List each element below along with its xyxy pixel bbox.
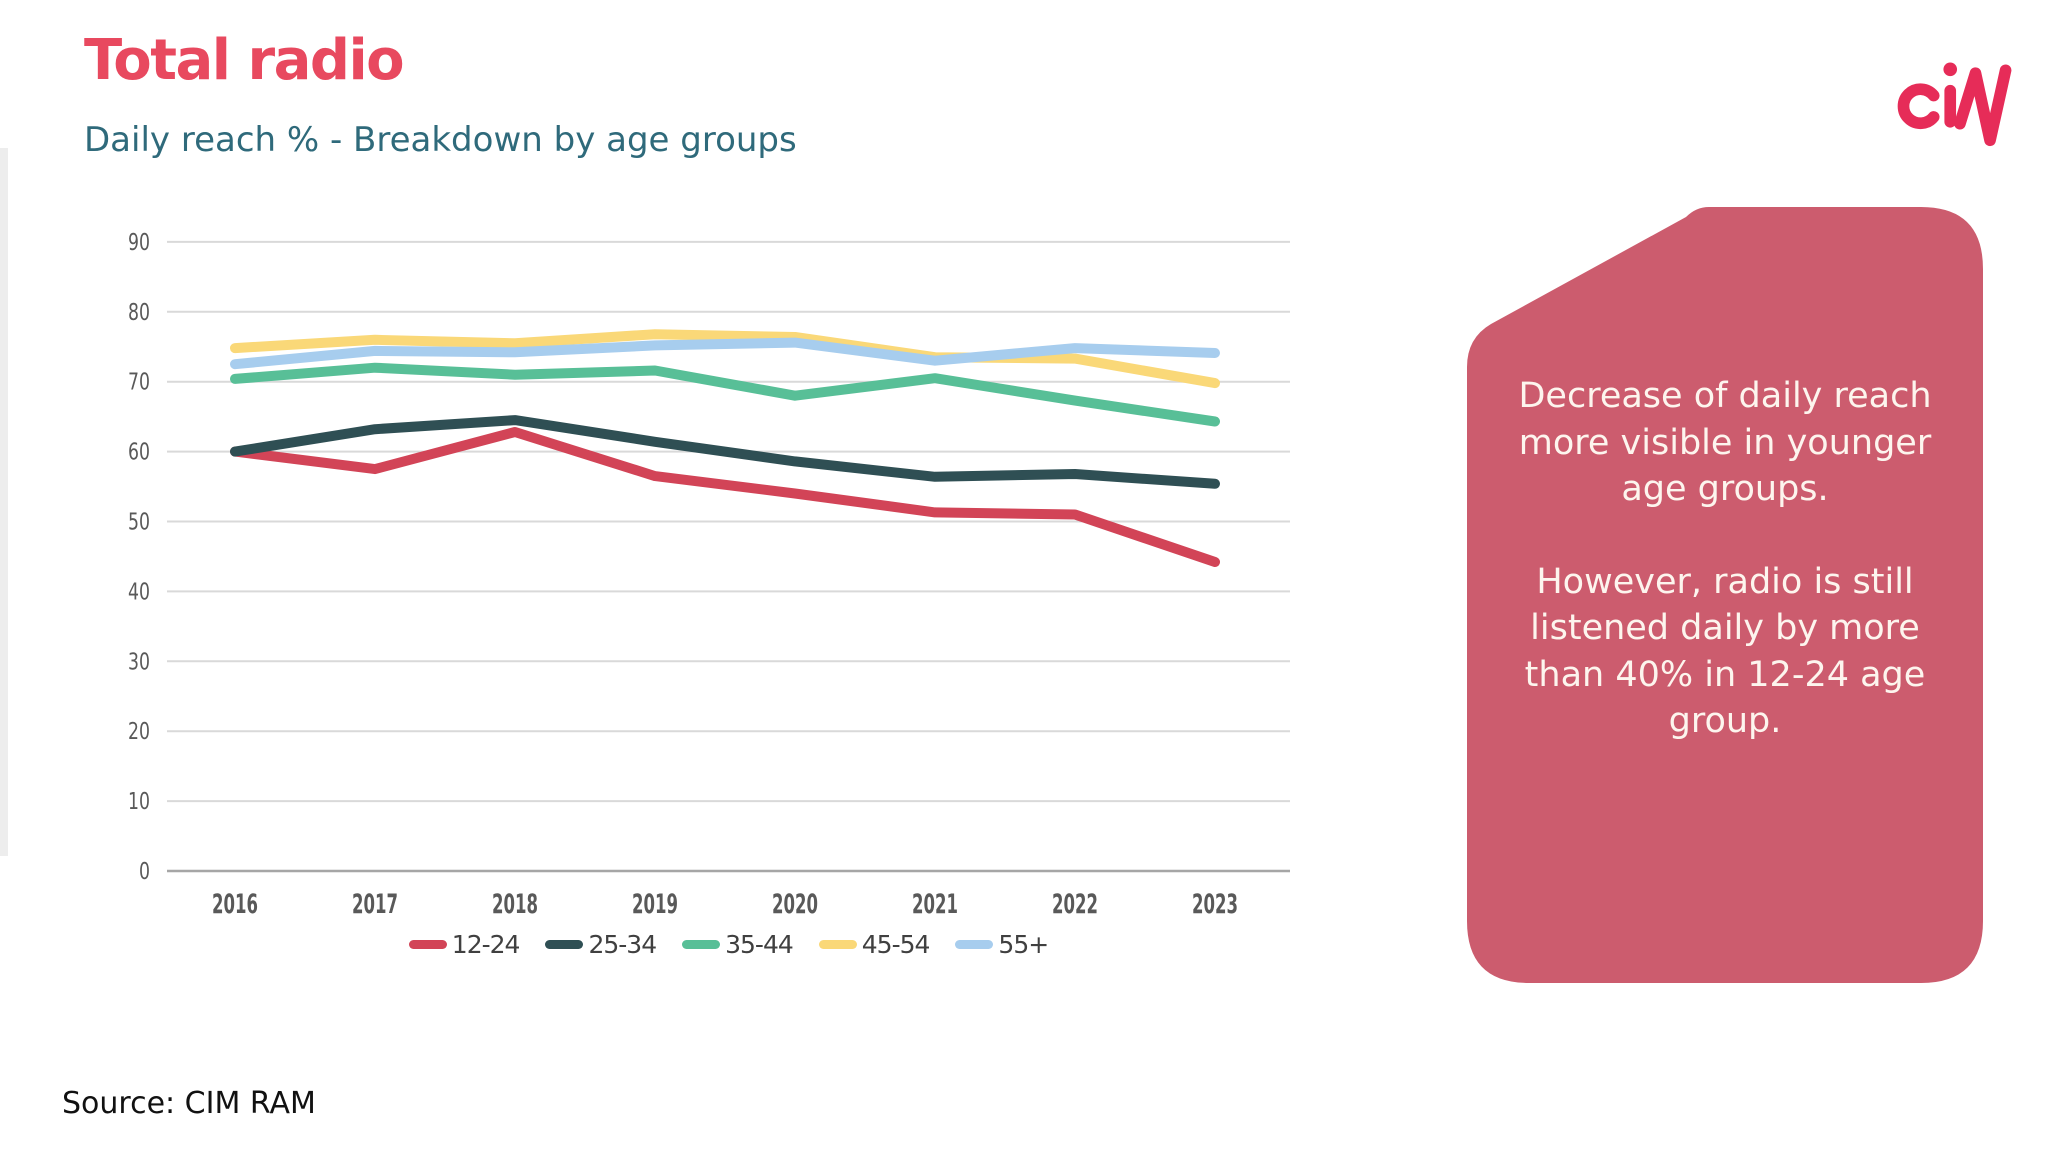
cim-logo [1897,62,2012,147]
x-axis-label: 2021 [912,889,958,920]
x-axis-label: 2019 [632,889,678,920]
cim-logo-strokes [1897,64,2012,147]
page-title: Total radio [84,28,405,93]
left-edge-shadow [0,148,8,856]
y-axis-label: 80 [128,300,150,326]
logo-letter-c [1897,83,1940,129]
chart-legend: 12-24 25-34 35-44 45-54 55+ [167,924,1290,964]
y-axis-label: 40 [128,579,150,605]
legend-label: 55+ [998,929,1049,959]
y-axis-label: 20 [128,719,150,745]
page-subtitle: Daily reach % - Breakdown by age groups [84,120,797,160]
callout-box: Decrease of daily reach more visible in … [1465,205,1985,985]
callout-paragraph-1: Decrease of daily reach more visible in … [1518,376,1932,510]
legend-swatch [408,939,447,949]
legend-swatch [545,939,584,949]
series-line-55+ [230,337,1220,370]
x-axis-label: 2016 [212,889,258,920]
legend-item-45-54: 45-54 [818,929,931,959]
legend-label: 35-44 [725,929,794,959]
y-axis-label: 50 [128,510,150,536]
series-line-35-44 [230,362,1220,427]
series-line-25-34 [230,415,1220,489]
y-axis-label: 60 [128,440,150,466]
source-note: Source: CIM RAM [62,1086,316,1121]
x-axis-label: 2020 [772,889,818,920]
legend-item-12-24: 12-24 [408,929,521,959]
y-axis-label: 30 [128,649,150,675]
legend-swatch [818,939,857,949]
series-line-45-54 [230,329,1220,389]
y-axis-label: 0 [139,859,150,885]
legend-item-35-44: 35-44 [682,929,794,959]
logo-letter-m [1954,64,2012,147]
legend-swatch [682,939,721,949]
legend-item-55+: 55+ [955,929,1049,959]
legend-swatch [955,939,994,949]
y-axis-label: 10 [128,789,150,815]
callout-background-shape [1467,207,1983,983]
callout-paragraph-2: However, radio is still listened daily b… [1524,561,1926,742]
legend-item-25-34: 25-34 [545,929,657,959]
legend-label: 12-24 [451,929,521,959]
series-line-12-24 [230,427,1220,567]
legend-label: 45-54 [861,929,931,959]
x-axis-label: 2017 [352,889,398,920]
y-axis-label: 90 [128,230,150,256]
x-axis-label: 2023 [1192,889,1238,920]
legend-label: 25-34 [588,929,657,959]
logo-letter-i-dot [1943,62,1958,77]
x-axis-label: 2018 [492,889,538,920]
daily-reach-line-chart: 0 10 20 30 40 50 60 70 80 90 2016 2017 2018 2019 2020 2… [128,230,1290,920]
y-axis-label: 70 [128,370,150,396]
callout-text: Decrease of daily reach more visible in … [1465,373,1985,791]
x-axis-label: 2022 [1052,889,1098,920]
